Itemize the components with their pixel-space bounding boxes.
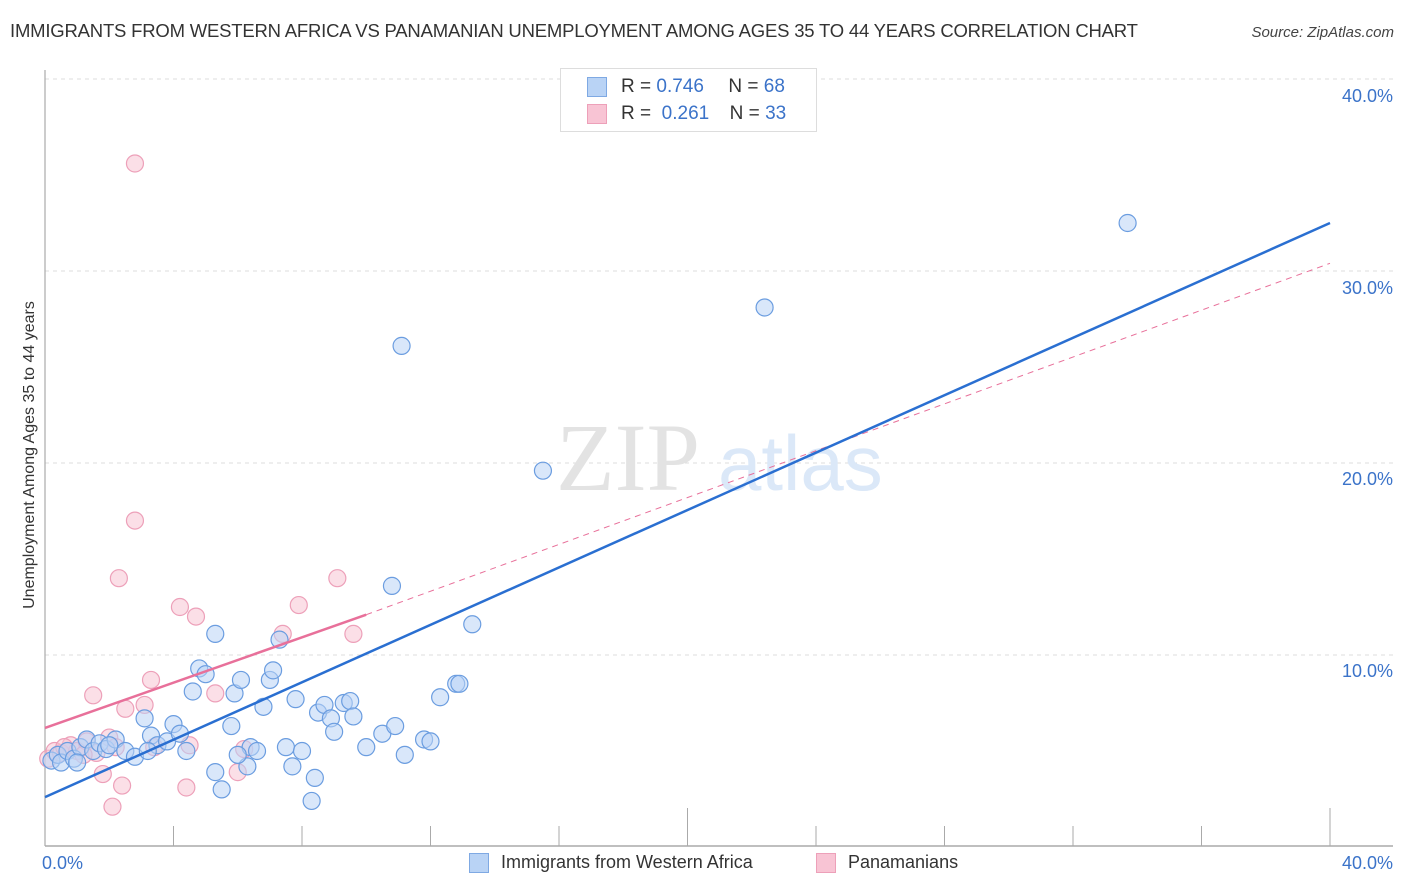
immigrant-point (222, 716, 241, 736)
panamanian-point (112, 776, 132, 795)
immigrant-point (341, 691, 360, 711)
blue-swatch-icon (587, 77, 607, 97)
legend-item-panamanians: Panamanians (816, 852, 958, 873)
y-tick-30: 30.0% (1341, 278, 1393, 298)
r-value: 0.746 (656, 76, 704, 97)
legend-label: Immigrants from Western Africa (501, 852, 753, 872)
n-label: N = (728, 76, 759, 97)
panamanian-point (206, 684, 225, 703)
y-tick-20: 20.0% (1341, 469, 1393, 489)
n-value: 68 (763, 76, 785, 97)
correlation-legend: R = 0.746 N = 68 R = 0.261 N = 33 (560, 68, 817, 132)
panamanian-point (170, 597, 190, 617)
immigrant-point (392, 336, 411, 355)
immigrant-point (68, 753, 87, 772)
immigrant-point (263, 661, 283, 680)
immigrant-point (231, 670, 251, 690)
immigrant-point (344, 707, 363, 726)
immigrant-point (100, 736, 119, 755)
immigrant-point (533, 461, 553, 480)
immigrant-point (463, 615, 482, 634)
pink-swatch-icon (587, 104, 607, 124)
r-label: R = (621, 76, 652, 97)
immigrant-point (276, 738, 296, 757)
immigrant-point (431, 688, 450, 707)
legend-row-immigrants: R = 0.746 N = 68 (587, 74, 785, 100)
immigrant-point (206, 763, 225, 782)
immigrant-trend-line (44, 221, 1331, 799)
panamanian-point (141, 670, 161, 690)
immigrant-point (1118, 213, 1137, 233)
panamanian-point (328, 569, 347, 588)
y-tick-40: 40.0% (1341, 86, 1393, 106)
immigrant-point (212, 780, 231, 799)
immigrant-point (183, 682, 202, 701)
panamanian-point (84, 686, 103, 705)
immigrant-point (292, 741, 312, 761)
panamanian-point (125, 511, 145, 530)
legend-label: Panamanians (848, 852, 959, 872)
panamanian-point (103, 797, 122, 816)
panamanian-point (186, 607, 206, 626)
immigrant-point (325, 722, 344, 741)
source-label: Source: ZipAtlas.com (1251, 24, 1394, 41)
immigrant-point (421, 732, 440, 751)
legend-row-panamanians: R = 0.261 N = 33 (587, 101, 786, 127)
immigrant-point (283, 757, 302, 776)
immigrant-point (177, 741, 196, 761)
immigrant-point (247, 741, 267, 761)
immigrant-point (228, 745, 247, 764)
n-value: 33 (765, 103, 787, 124)
panamanian-point (177, 778, 196, 797)
watermark-zip: ZIP (556, 404, 700, 511)
panamanian-point (344, 624, 363, 643)
watermark-atlas: atlas (718, 419, 883, 507)
n-label: N = (729, 103, 760, 124)
panamanian-trend-line (44, 613, 367, 730)
x-tick-min: 0.0% (42, 853, 84, 873)
y-tick-10: 10.0% (1341, 661, 1393, 681)
panamanian-trend-extension (366, 262, 1331, 616)
immigrant-point (450, 674, 469, 693)
immigrant-point (386, 716, 405, 736)
legend-item-immigrants: Immigrants from Western Africa (469, 852, 753, 873)
immigrant-point (302, 791, 321, 811)
immigrant-point (206, 624, 225, 643)
panamanian-point (289, 595, 308, 615)
r-label: R = (621, 103, 652, 124)
x-tick-max: 40.0% (1341, 853, 1393, 873)
immigrant-point (755, 298, 774, 317)
immigrant-point (357, 738, 376, 757)
panamanian-point (109, 569, 128, 588)
r-value: 0.261 (661, 103, 710, 124)
immigrant-point (395, 745, 414, 764)
immigrant-point (135, 709, 154, 728)
immigrant-point (305, 768, 324, 787)
blue-swatch-icon (469, 852, 489, 873)
immigrant-point (382, 576, 402, 595)
chart-title: IMMIGRANTS FROM WESTERN AFRICA VS PANAMA… (10, 20, 1138, 41)
panamanian-point (125, 154, 145, 173)
pink-swatch-icon (816, 852, 836, 873)
immigrant-point (286, 690, 305, 709)
